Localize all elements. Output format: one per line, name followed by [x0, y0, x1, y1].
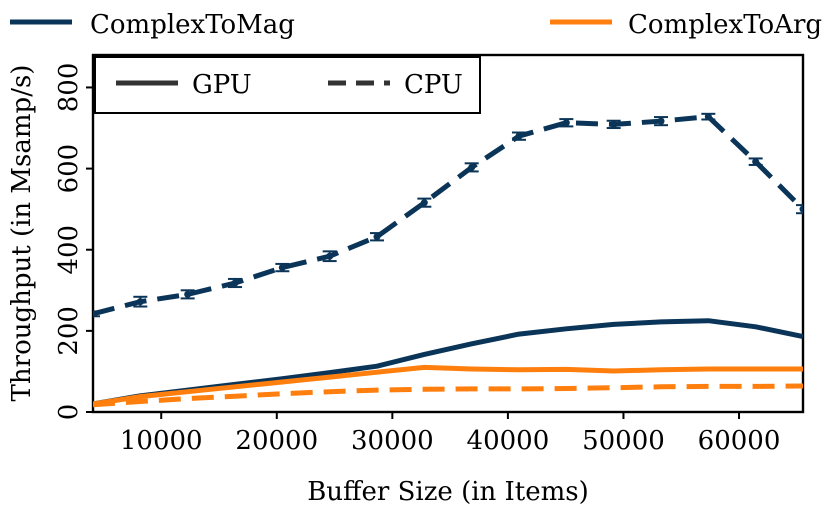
x-tick-label: 60000	[698, 426, 781, 456]
legend-label-complextomag: ComplexToMag	[90, 10, 295, 40]
data-point-complextomag-cpu	[322, 250, 337, 263]
y-tick-label: 400	[54, 225, 84, 275]
data-point-complextomag-cpu	[559, 118, 574, 128]
y-axis-title: Throughput (in Msamp/s)	[7, 65, 37, 402]
data-point-complextomag-cpu	[370, 232, 384, 242]
plot-frame	[91, 53, 805, 414]
data-point-complextomag-cpu	[796, 204, 803, 215]
x-axis: 10000 20000 30000 40000 50000 60000	[120, 412, 781, 456]
y-tick-label: 800	[54, 63, 84, 113]
series-line-complextoarg-cpu	[93, 383, 803, 408]
x-tick-label: 40000	[467, 426, 550, 456]
data-point-complextomag-cpu	[275, 262, 290, 273]
x-tick-label: 20000	[235, 426, 318, 456]
data-point-complextomag-cpu	[748, 157, 763, 166]
data-point-complextomag-cpu	[93, 310, 100, 318]
data-point-complextomag-cpu	[606, 119, 621, 130]
series-line-complextoarg-gpu	[93, 364, 803, 407]
series-layer	[93, 112, 803, 408]
series-legend: ComplexToMag ComplexToArg	[10, 10, 822, 40]
y-tick-label: 600	[54, 144, 84, 194]
legend-label-cpu: CPU	[404, 70, 463, 100]
legend-label-gpu: GPU	[192, 70, 252, 100]
data-point-complextomag-cpu	[464, 162, 479, 173]
data-point-complextomag-cpu	[180, 289, 195, 300]
x-tick-label: 50000	[582, 426, 665, 456]
y-tick-label: 200	[54, 306, 84, 356]
data-point-complextomag-cpu	[417, 197, 432, 208]
data-point-complextomag-cpu	[228, 277, 242, 289]
style-legend: GPU CPU	[94, 56, 481, 114]
x-tick-label: 10000	[120, 426, 203, 456]
y-tick-label: 0	[54, 404, 84, 421]
data-point-complextomag-cpu	[701, 112, 716, 121]
x-axis-title: Buffer Size (in Items)	[307, 477, 589, 507]
data-point-complextomag-cpu	[133, 295, 148, 308]
series-line-complextomag-cpu	[93, 114, 803, 317]
legend-label-complextoarg: ComplexToArg	[628, 10, 822, 40]
data-point-complextomag-cpu	[512, 131, 526, 141]
x-tick-label: 30000	[351, 426, 434, 456]
y-axis: 0 200 400 600 800	[54, 63, 93, 421]
data-point-complextomag-cpu	[654, 116, 668, 127]
